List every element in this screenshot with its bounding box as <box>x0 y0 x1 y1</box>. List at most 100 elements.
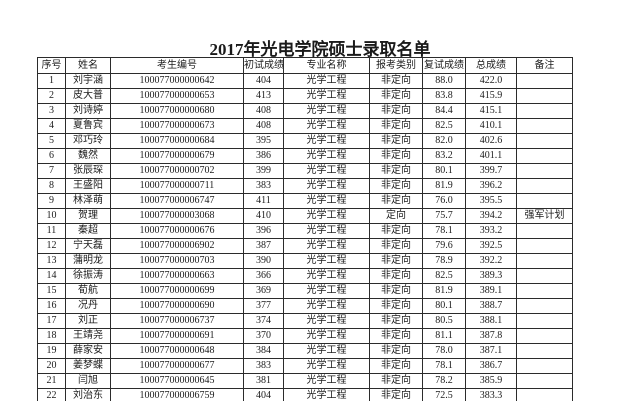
table-cell: 3 <box>37 103 66 119</box>
table-cell: 非定向 <box>369 328 423 344</box>
table-cell: 100077000000676 <box>110 223 244 239</box>
table-cell: 422.0 <box>465 73 517 89</box>
table-cell <box>516 88 573 104</box>
table-cell: 11 <box>37 223 66 239</box>
table-row: 8 王盛阳 100077000000711 383 光学工程 非定向 81.9 396.2 <box>37 178 573 194</box>
table-cell: 84.4 <box>422 103 466 119</box>
table-cell: 411 <box>243 193 284 209</box>
table-cell: 荀航 <box>65 283 111 299</box>
table-cell: 80.5 <box>422 313 466 329</box>
table-cell: 光学工程 <box>283 163 370 179</box>
table-cell <box>516 163 573 179</box>
table-cell: 100077000000690 <box>110 298 244 314</box>
table-cell: 非定向 <box>369 118 423 134</box>
table-cell: 18 <box>37 328 66 344</box>
table-cell: 刘正 <box>65 313 111 329</box>
table-cell: 非定向 <box>369 178 423 194</box>
table-cell: 21 <box>37 373 66 389</box>
table-cell: 383 <box>243 358 284 374</box>
table-cell: 383.3 <box>465 388 517 401</box>
table-cell: 81.1 <box>422 328 466 344</box>
table-cell: 光学工程 <box>283 133 370 149</box>
table-cell: 392.5 <box>465 238 517 254</box>
table-cell: 非定向 <box>369 373 423 389</box>
table-cell: 4 <box>37 118 66 134</box>
table-row: 20 姜梦蝶 100077000000677 383 光学工程 非定向 78.1 386.7 <box>37 358 573 374</box>
column-header: 考生编号 <box>110 57 244 74</box>
table-cell: 非定向 <box>369 193 423 209</box>
column-header: 序号 <box>37 57 66 74</box>
table-cell <box>516 268 573 284</box>
table-row: 7 张辰琛 100077000000702 399 光学工程 非定向 80.1 399.7 <box>37 163 573 179</box>
table-cell <box>516 373 573 389</box>
table-cell: 光学工程 <box>283 343 370 359</box>
table-cell: 100077000000684 <box>110 133 244 149</box>
table-cell: 386 <box>243 148 284 164</box>
page-title: 2017年光电学院硕士录取名单 <box>209 40 431 59</box>
table-cell: 100077000000702 <box>110 163 244 179</box>
table-cell: 404 <box>243 388 284 401</box>
table-cell <box>516 283 573 299</box>
table-cell: 78.1 <box>422 358 466 374</box>
table-cell: 光学工程 <box>283 148 370 164</box>
table-cell: 非定向 <box>369 343 423 359</box>
table-cell: 100077000000679 <box>110 148 244 164</box>
table-row: 19 薛家安 100077000000648 384 光学工程 非定向 78.0 387.1 <box>37 343 573 359</box>
table-cell: 100077000006737 <box>110 313 244 329</box>
table-cell: 384 <box>243 343 284 359</box>
table-cell: 张辰琛 <box>65 163 111 179</box>
table-row: 10 贺理 100077000003068 410 光学工程 定向 75.7 394.2 强军计… <box>37 208 573 224</box>
table-cell <box>516 133 573 149</box>
column-header: 报考类别 <box>369 57 423 74</box>
table-cell: 光学工程 <box>283 208 370 224</box>
table-cell: 82.5 <box>422 268 466 284</box>
table-cell: 光学工程 <box>283 73 370 89</box>
table-cell: 100077000000680 <box>110 103 244 119</box>
table-row: 6 魏然 100077000000679 386 光学工程 非定向 83.2 401.1 <box>37 148 573 164</box>
table-cell: 395 <box>243 133 284 149</box>
table-cell: 夏鲁宾 <box>65 118 111 134</box>
table-cell: 385.9 <box>465 373 517 389</box>
table-cell: 393.2 <box>465 223 517 239</box>
table-cell: 383 <box>243 178 284 194</box>
table-cell: 100077000000645 <box>110 373 244 389</box>
table-cell: 光学工程 <box>283 388 370 401</box>
table-cell: 光学工程 <box>283 238 370 254</box>
table-cell: 10 <box>37 208 66 224</box>
table-cell: 12 <box>37 238 66 254</box>
table-row: 3 刘诗婷 100077000000680 408 光学工程 非定向 84.4 415.1 <box>37 103 573 119</box>
table-cell: 100077000006902 <box>110 238 244 254</box>
table-cell: 415.9 <box>465 88 517 104</box>
table-cell <box>516 238 573 254</box>
table-cell: 光学工程 <box>283 223 370 239</box>
table-cell: 非定向 <box>369 133 423 149</box>
table-cell: 100077000000642 <box>110 73 244 89</box>
table-row: 12 宁天磊 100077000006902 387 光学工程 非定向 79.6 392.5 <box>37 238 573 254</box>
table-cell: 17 <box>37 313 66 329</box>
table-row: 17 刘正 100077000006737 374 光学工程 非定向 80.5 388.1 <box>37 313 573 329</box>
table-cell: 392.2 <box>465 253 517 269</box>
table-cell: 415.1 <box>465 103 517 119</box>
table-cell: 100077000000673 <box>110 118 244 134</box>
table-cell <box>516 193 573 209</box>
table-cell: 非定向 <box>369 73 423 89</box>
table-cell: 6 <box>37 148 66 164</box>
table-cell: 396 <box>243 223 284 239</box>
table-cell: 75.7 <box>422 208 466 224</box>
table-cell: 100077000000699 <box>110 283 244 299</box>
table-cell: 5 <box>37 133 66 149</box>
table-cell: 非定向 <box>369 148 423 164</box>
table-cell: 399.7 <box>465 163 517 179</box>
table-row: 2 皮大普 100077000000653 413 光学工程 非定向 83.8 415.9 <box>37 88 573 104</box>
table-cell: 光学工程 <box>283 268 370 284</box>
table-cell: 404 <box>243 73 284 89</box>
table-cell: 王靖尧 <box>65 328 111 344</box>
table-header-row: 序号 姓名 考生编号 初试成绩 专业名称 报考类别 复试成绩 总成绩 备注 <box>37 57 573 74</box>
table-cell: 非定向 <box>369 253 423 269</box>
table-cell: 79.6 <box>422 238 466 254</box>
table-cell <box>516 358 573 374</box>
table-cell: 413 <box>243 88 284 104</box>
table-cell: 非定向 <box>369 283 423 299</box>
table-cell: 394.2 <box>465 208 517 224</box>
table-cell: 16 <box>37 298 66 314</box>
